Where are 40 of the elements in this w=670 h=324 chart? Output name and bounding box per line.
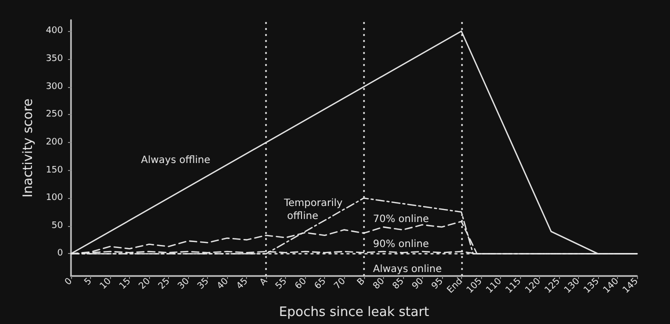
- x-tick-label: 130: [562, 276, 582, 296]
- x-tick-label: 110: [484, 276, 504, 296]
- x-tick-label: 10: [98, 276, 114, 292]
- x-tick-label: 85: [391, 276, 406, 292]
- x-tick-label: 60: [294, 276, 309, 292]
- y-axis-title: Inactivity score: [20, 98, 36, 198]
- x-tick-label: 30: [176, 276, 192, 292]
- x-tick-label: 5: [82, 276, 94, 288]
- annotation: 70% online: [373, 214, 429, 225]
- annotation: 90% online: [373, 239, 429, 250]
- y-tick-label: 300: [46, 82, 64, 92]
- x-tick-label: 120: [524, 276, 544, 296]
- y-tick-label: 400: [46, 26, 64, 36]
- x-tick-label: 0: [63, 276, 75, 288]
- x-tick-label: 40: [216, 276, 231, 292]
- annotation: Temporarily offline: [283, 198, 343, 222]
- x-tick-label: A: [258, 276, 270, 288]
- x-tick-label: 70: [332, 276, 348, 292]
- y-tick-label: 250: [46, 110, 64, 120]
- x-tick-label: 20: [137, 276, 153, 292]
- y-tick-label: 0: [57, 248, 64, 259]
- x-tick-label: 15: [118, 276, 134, 292]
- y-tick-label: 50: [52, 220, 64, 231]
- x-tick-label: 90: [410, 276, 426, 292]
- x-tick-label: 140: [602, 276, 622, 296]
- y-tick-label: 350: [46, 54, 64, 64]
- x-tick-label: 25: [156, 276, 172, 292]
- x-tick-label: 55: [274, 276, 290, 292]
- x-tick-label: 45: [235, 276, 250, 292]
- x-tick-label: 80: [372, 276, 388, 292]
- x-axis-title: Epochs since leak start: [278, 305, 430, 320]
- x-tick-label: 95: [430, 276, 446, 292]
- x-tick-label: 65: [313, 276, 328, 292]
- x-tick-label: 35: [196, 276, 212, 292]
- x-tick-label: B: [356, 276, 368, 288]
- y-tick-label: 100: [46, 193, 64, 204]
- y-tick-label: 150: [46, 165, 64, 176]
- annotation: Always online: [373, 264, 442, 275]
- annotation: Always offline: [141, 155, 210, 166]
- y-tick-label: 200: [46, 137, 64, 148]
